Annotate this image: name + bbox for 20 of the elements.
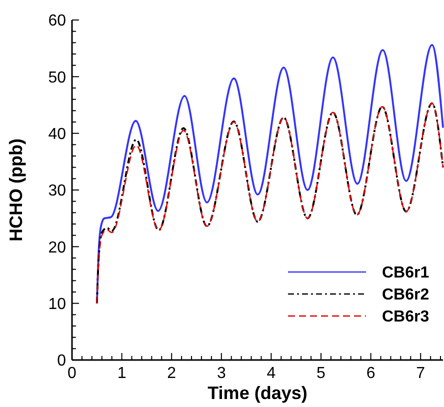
x-tick-label: 3 bbox=[216, 365, 226, 382]
legend-label: CB6r2 bbox=[382, 286, 430, 304]
legend-label: CB6r3 bbox=[382, 308, 430, 326]
x-tick-label: 6 bbox=[366, 365, 376, 382]
y-tick-label: 50 bbox=[48, 69, 66, 86]
y-tick-label: 40 bbox=[48, 126, 66, 143]
x-axis-title: Time (days) bbox=[208, 383, 308, 403]
y-tick-label: 60 bbox=[48, 12, 66, 30]
x-tick-label: 2 bbox=[167, 365, 176, 382]
x-tick-label: 5 bbox=[316, 365, 326, 382]
x-tick-label: 4 bbox=[266, 365, 276, 382]
y-tick-label: 10 bbox=[48, 296, 66, 313]
y-axis-title: HCHO (ppb) bbox=[6, 138, 26, 242]
x-tick-label: 1 bbox=[117, 365, 126, 382]
y-tick-label: 0 bbox=[57, 352, 66, 370]
x-tick-label: 7 bbox=[416, 365, 426, 382]
y-tick-label: 30 bbox=[48, 182, 66, 200]
y-tick-label: 20 bbox=[48, 239, 66, 256]
x-tick-label: 0 bbox=[68, 365, 77, 382]
legend-label: CB6r1 bbox=[382, 264, 430, 282]
